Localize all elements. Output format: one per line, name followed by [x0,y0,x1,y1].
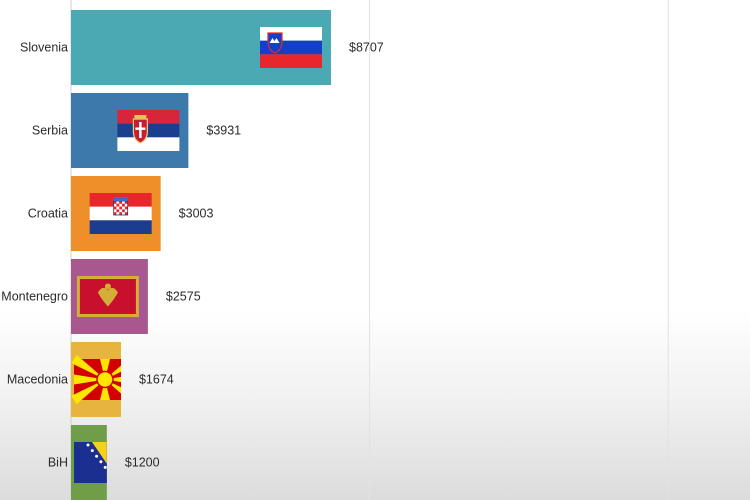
category-label: Montenegro [1,290,68,304]
category-label: BiH [48,456,68,470]
serbia-flag [117,110,180,151]
value-label: $1200 [125,456,160,470]
bar-row: Montenegro $2575 [1,259,201,334]
bar-row: Slovenia $8707 [20,10,384,85]
bar-row: Croatia $3003 [28,176,214,251]
category-label: Slovenia [20,41,68,55]
value-label: $8707 [349,41,384,55]
category-label: Croatia [28,207,68,221]
montenegro-flag [76,276,139,317]
value-label: $3931 [206,124,241,138]
value-label: $2575 [166,290,201,304]
croatia-flag [89,193,152,234]
bar-row: Serbia $3931 [32,93,241,168]
bar-row: BiH $1200 [48,425,160,500]
bar-row: Macedonia $1674 [7,342,174,417]
category-label: Serbia [32,124,68,138]
bih-flag [74,442,107,483]
value-label: $1674 [139,373,174,387]
value-label: $3003 [179,207,214,221]
macedonia-flag [71,354,121,405]
category-label: Macedonia [7,373,68,387]
slovenia-flag [260,27,322,68]
